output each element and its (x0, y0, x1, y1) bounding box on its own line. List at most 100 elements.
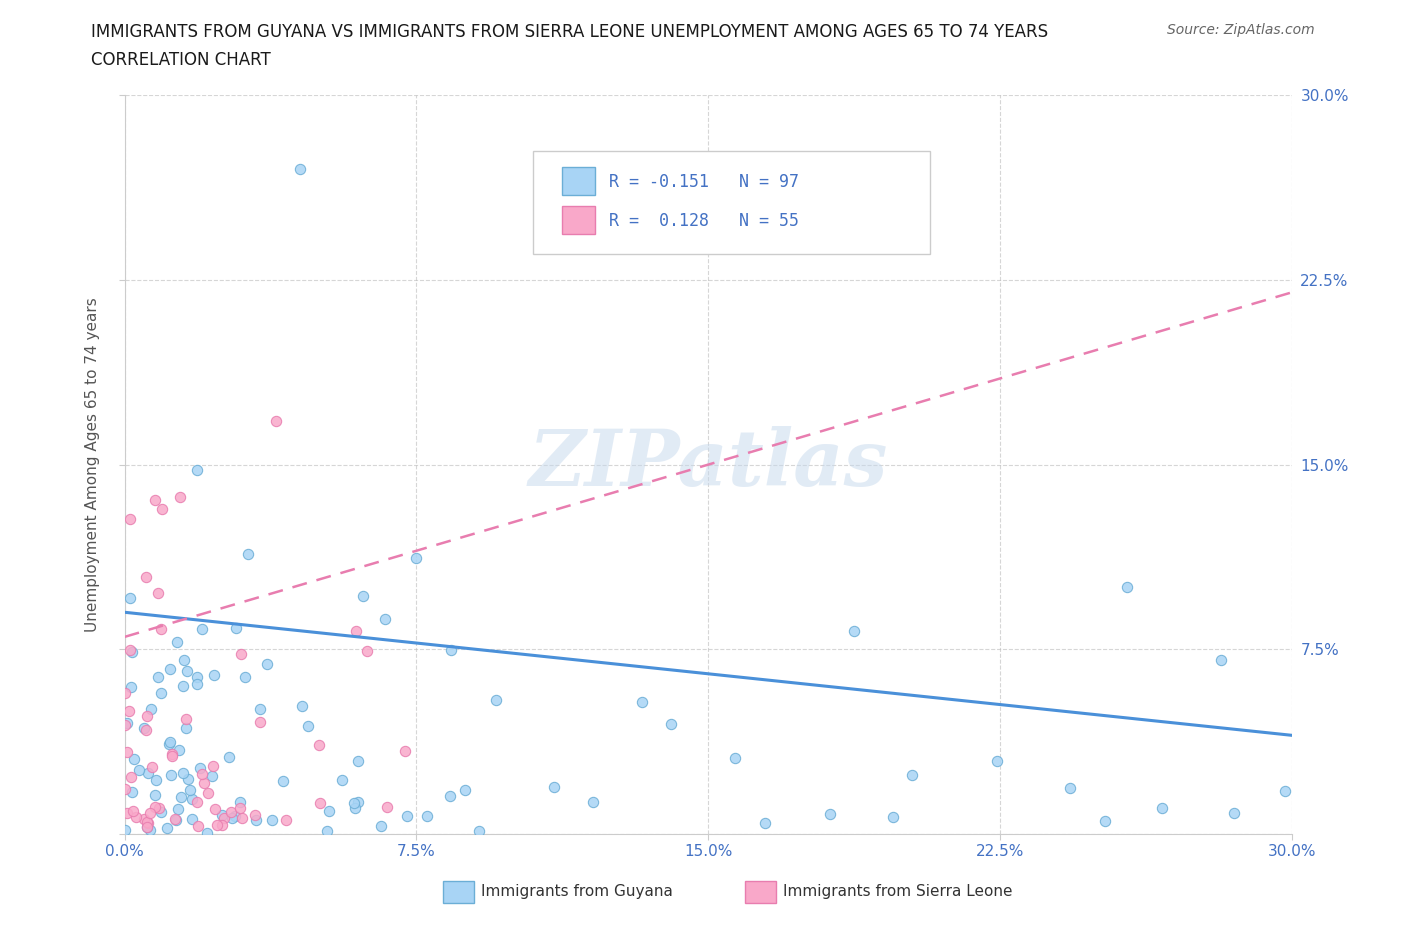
Point (205, 817, 228, 832)
Point (375, 800, 398, 815)
Point (159, 734, 181, 749)
Point (165, 813, 187, 828)
Point (162, 749, 184, 764)
Point (256, 657, 278, 671)
Point (343, 795, 366, 810)
Point (121, 785, 143, 800)
Point (211, 808, 233, 823)
Text: ZIPatlas: ZIPatlas (529, 426, 889, 503)
Point (166, 635, 188, 650)
Point (157, 737, 180, 751)
Point (211, 817, 233, 832)
Point (135, 570, 157, 585)
Point (229, 646, 252, 661)
Point (128, 763, 150, 777)
Point (149, 804, 172, 819)
Point (115, 716, 138, 731)
Point (193, 776, 215, 790)
FancyBboxPatch shape (562, 206, 595, 234)
Point (218, 750, 240, 764)
Point (243, 807, 266, 822)
Point (139, 822, 162, 837)
FancyBboxPatch shape (562, 167, 595, 195)
Point (150, 685, 173, 700)
Point (117, 805, 139, 820)
Point (659, 716, 682, 731)
Point (543, 779, 565, 794)
Point (167, 802, 190, 817)
Point (135, 815, 157, 830)
Point (818, 806, 841, 821)
Point (221, 804, 243, 819)
Text: Source: ZipAtlas.com: Source: ZipAtlas.com (1167, 23, 1315, 37)
Point (120, 643, 142, 658)
Point (394, 743, 416, 758)
Point (145, 773, 167, 788)
Point (308, 737, 330, 752)
Text: R =  0.128   N = 55: R = 0.128 N = 55 (609, 212, 799, 230)
Point (114, 717, 136, 732)
Point (169, 490, 191, 505)
Point (374, 611, 396, 626)
Point (143, 788, 166, 803)
Point (176, 711, 198, 726)
Point (172, 765, 194, 780)
Point (136, 709, 159, 724)
Point (135, 723, 157, 737)
Point (120, 770, 142, 785)
Point (122, 751, 145, 766)
Point (186, 462, 208, 477)
Point (212, 811, 235, 826)
Point (195, 826, 218, 841)
Text: Immigrants from Guyana: Immigrants from Guyana (481, 884, 672, 899)
Point (297, 719, 319, 734)
Point (167, 742, 190, 757)
Point (249, 702, 271, 717)
Point (197, 786, 219, 801)
Point (141, 760, 163, 775)
Point (172, 678, 194, 693)
Point (179, 783, 201, 798)
Point (468, 824, 491, 839)
Point (118, 512, 141, 527)
Point (201, 769, 224, 784)
Point (136, 765, 159, 780)
Point (174, 721, 197, 736)
Point (264, 413, 287, 428)
Point (288, 162, 311, 177)
Point (245, 812, 267, 827)
Point (229, 795, 252, 810)
Point (121, 645, 143, 660)
Point (352, 589, 374, 604)
Point (582, 794, 605, 809)
Point (440, 643, 463, 658)
Point (160, 746, 183, 761)
Point (318, 804, 340, 818)
Point (115, 745, 138, 760)
Point (188, 761, 211, 776)
Point (139, 805, 162, 820)
Point (160, 768, 183, 783)
Point (231, 810, 253, 825)
Point (132, 721, 155, 736)
Point (135, 819, 157, 834)
Point (191, 767, 214, 782)
Point (176, 664, 198, 679)
Point (901, 767, 924, 782)
Point (316, 823, 339, 838)
Point (143, 800, 166, 815)
Point (120, 680, 142, 695)
Point (882, 809, 904, 824)
Point (439, 789, 461, 804)
Point (135, 819, 157, 834)
Point (395, 808, 418, 823)
Point (149, 622, 172, 637)
Point (453, 782, 475, 797)
Point (271, 774, 294, 789)
Point (177, 771, 200, 786)
Point (1223, 805, 1246, 820)
Point (238, 546, 260, 561)
Point (416, 808, 439, 823)
Point (132, 812, 155, 827)
Point (202, 668, 225, 683)
